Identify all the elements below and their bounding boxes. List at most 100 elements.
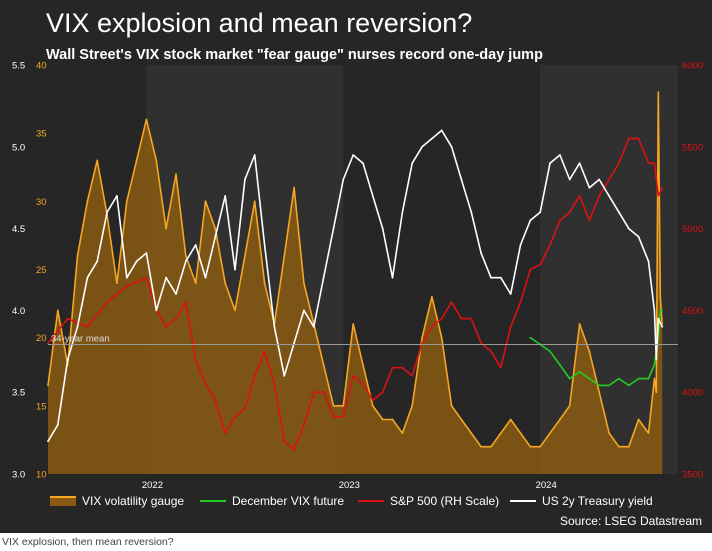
vix-series-point-22 [263, 282, 266, 284]
vix-series-point-42 [460, 418, 463, 421]
sp500-axis-tick-1: 4000 [682, 388, 703, 399]
us2y-series-point-16 [204, 276, 207, 279]
sp500-series-point-5 [145, 276, 148, 279]
legend-swatch-vix [50, 496, 76, 506]
us2y-series-point-46 [499, 276, 502, 279]
sp500-series-point-51 [598, 195, 601, 197]
sp500-series-point-36 [450, 301, 453, 304]
sp500-series-point-54 [627, 137, 630, 140]
december-future-series-point-8 [608, 384, 610, 387]
us2y-series-point-56 [598, 178, 601, 181]
vix-series-point-7 [116, 282, 118, 284]
vix-series-point-58 [618, 445, 620, 448]
us2y-series-point-12 [165, 276, 168, 279]
sp500-series-point-46 [549, 244, 551, 246]
chart-title: VIX explosion and mean reversion? [46, 8, 473, 38]
us2y-axis-tick-0: 3.0 [12, 470, 25, 481]
sp500-series-point-33 [421, 342, 423, 344]
sp500-series-point-57 [653, 162, 656, 165]
sp500-series-point-53 [618, 162, 620, 165]
sp500-axis-tick-0: 3500 [682, 470, 703, 481]
sp500-series-point-14 [234, 415, 236, 418]
us2y-series-point-39 [431, 137, 433, 140]
us2y-series-point-4 [86, 276, 89, 279]
sp500-series-point-15 [244, 407, 246, 410]
us2y-series-point-18 [224, 195, 227, 197]
sp500-series-point-9 [184, 301, 187, 304]
us2y-series-point-45 [490, 276, 492, 279]
december-future-series-point-16 [661, 309, 664, 312]
vix-series-point-63 [655, 391, 658, 394]
us2y-series-point-15 [194, 244, 197, 246]
sp500-series-point-43 [519, 301, 522, 304]
vix-series-point-37 [411, 404, 414, 407]
sp500-series-point-25 [342, 415, 345, 418]
sp500-series-point-40 [490, 350, 492, 353]
vix-series-point-55 [588, 350, 591, 353]
vix-series-point-14 [184, 255, 187, 257]
legend-item-december-future: December VIX future [200, 494, 344, 508]
us2y-series-point-62 [653, 309, 656, 312]
vix-series-point-24 [283, 255, 286, 257]
us2y-axis-tick-2: 4.0 [12, 306, 25, 317]
sp500-series-point-22 [312, 391, 315, 394]
us2y-series-point-17 [214, 235, 217, 238]
us2y-series-point-37 [411, 162, 414, 165]
legend-swatch-december-future [200, 500, 226, 502]
us2y-series-point-23 [273, 325, 276, 328]
vix-axis-tick-2: 20 [36, 333, 47, 344]
legend-label-december-future: December VIX future [232, 494, 345, 508]
vix-series-point-45 [490, 445, 492, 448]
us2y-series-point-48 [519, 244, 522, 246]
x-tick-2024: 2024 [536, 480, 557, 491]
sp500-series-point-1 [66, 317, 69, 320]
legend-item-us2y: US 2y Treasury yield [510, 494, 653, 508]
sp500-axis-tick-4: 5500 [682, 142, 703, 153]
sp500-axis-tick-3: 5000 [682, 224, 703, 235]
sp500-axis-tick-5: 6000 [682, 61, 703, 72]
legend-swatch-us2y [510, 500, 536, 502]
us2y-series-point-44 [480, 252, 482, 255]
sp500-series-point-32 [411, 374, 414, 377]
vix-series-point-62 [653, 377, 656, 380]
vix-series-point-44 [480, 445, 482, 448]
vix-series-point-50 [539, 445, 542, 448]
us2y-series-point-10 [145, 252, 148, 255]
us2y-series-point-41 [450, 145, 453, 148]
sp500-series-point-18 [273, 383, 276, 385]
sp500-series-point-42 [509, 325, 512, 328]
december-future-series-point-12 [647, 377, 650, 380]
us2y-series-point-42 [460, 178, 463, 181]
vix-series-point-49 [529, 445, 532, 448]
december-future-series-point-6 [588, 377, 591, 380]
us2y-series-point-6 [106, 211, 108, 214]
legend-label-vix: VIX volatility gauge [82, 494, 185, 508]
us2y-series-point-9 [135, 260, 138, 263]
us2y-series-point-53 [568, 178, 571, 181]
us2y-series-point-21 [253, 154, 256, 156]
chart-frame: 3.0 3.5 4.0 4.5 5.0 5.5 10 15 20 25 30 35 40 3500 4000… [0, 0, 712, 533]
vix-axis-tick-1: 15 [36, 401, 47, 412]
us2y-series-point-31 [352, 154, 355, 156]
us2y-series-point-55 [588, 186, 591, 189]
sp500-series-point-7 [165, 325, 168, 328]
mean-label: 34-year mean [51, 333, 110, 344]
sp500-series-point-23 [322, 391, 325, 394]
image-caption: VIX explosion, then mean reversion? [2, 536, 174, 548]
sp500-series-point-8 [175, 317, 177, 320]
vix-axis-tick-4: 30 [36, 197, 47, 208]
us2y-series-point-36 [401, 211, 404, 214]
legend-label-sp500: S&P 500 (RH Scale) [390, 494, 500, 508]
sp500-series-point-59 [661, 186, 664, 189]
december-future-series-point-15 [659, 309, 662, 312]
us2y-series-point-52 [559, 154, 561, 156]
sp500-series-point-34 [431, 325, 433, 328]
us2y-series-point-29 [332, 227, 335, 230]
vix-series-point-35 [391, 418, 394, 421]
vix-series-point-38 [421, 336, 423, 339]
december-future-series-point-0 [529, 336, 532, 339]
x-tick-2023: 2023 [339, 480, 360, 491]
us2y-series-point-43 [470, 211, 473, 214]
chart-legend: VIX volatility gauge December VIX future… [48, 494, 708, 512]
december-future-series-point-13 [653, 364, 656, 366]
